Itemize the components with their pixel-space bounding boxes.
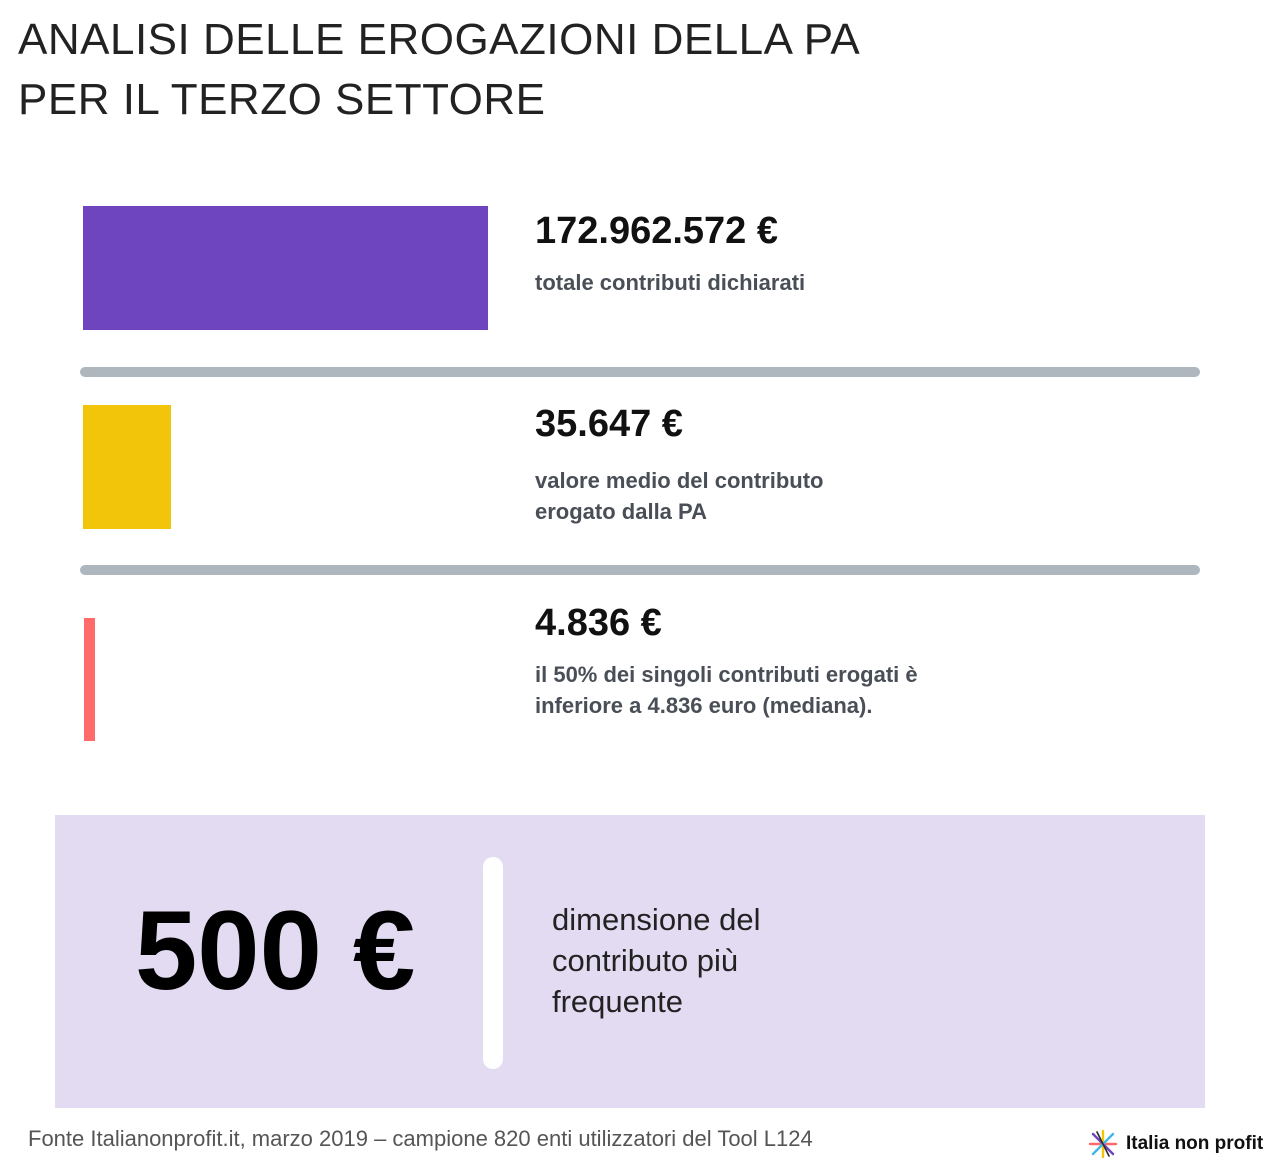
callout-desc-line: frequente bbox=[552, 984, 683, 1019]
page-title: ANALISI DELLE EROGAZIONI DELLA PA PER IL… bbox=[18, 10, 1018, 130]
callout-separator bbox=[483, 857, 503, 1069]
value-totale-contributi: 172.962.572 € bbox=[535, 210, 779, 252]
bar-mediana bbox=[84, 618, 95, 741]
source-note: Fonte Italianonprofit.it, marzo 2019 – c… bbox=[28, 1126, 813, 1151]
title-line-1: ANALISI DELLE EROGAZIONI DELLA PA bbox=[18, 15, 861, 64]
desc-line: il 50% dei singoli contributi erogati è bbox=[535, 662, 918, 687]
callout-description: dimensione del contributo più frequente bbox=[552, 899, 872, 1022]
value-mediana: 4.836 € bbox=[535, 602, 662, 644]
brand-logo: Italia non profit bbox=[1088, 1128, 1263, 1160]
callout-desc-line: contributo più bbox=[552, 943, 739, 978]
value-valore-medio: 35.647 € bbox=[535, 403, 683, 445]
callout-value: 500 € bbox=[135, 888, 416, 1013]
desc-line: totale contributi dichiarati bbox=[535, 270, 806, 295]
bar-totale-contributi bbox=[83, 206, 488, 330]
logo-text: Italia non profit bbox=[1126, 1133, 1264, 1154]
callout-box: 500 € dimensione del contributo più freq… bbox=[55, 815, 1205, 1108]
divider-2 bbox=[80, 565, 1200, 575]
desc-mediana: il 50% dei singoli contributi erogati è … bbox=[535, 659, 1095, 721]
desc-line: valore medio del contributo bbox=[535, 468, 824, 493]
callout-desc-line: dimensione del bbox=[552, 902, 761, 937]
title-line-2: PER IL TERZO SETTORE bbox=[18, 75, 546, 124]
desc-line: inferiore a 4.836 euro (mediana). bbox=[535, 693, 873, 718]
divider-1 bbox=[80, 367, 1200, 377]
desc-totale-contributi: totale contributi dichiarati bbox=[535, 267, 1095, 298]
starburst-icon bbox=[1088, 1129, 1118, 1159]
desc-line: erogato dalla PA bbox=[535, 499, 707, 524]
bar-valore-medio bbox=[83, 405, 171, 529]
desc-valore-medio: valore medio del contributo erogato dall… bbox=[535, 465, 1095, 527]
